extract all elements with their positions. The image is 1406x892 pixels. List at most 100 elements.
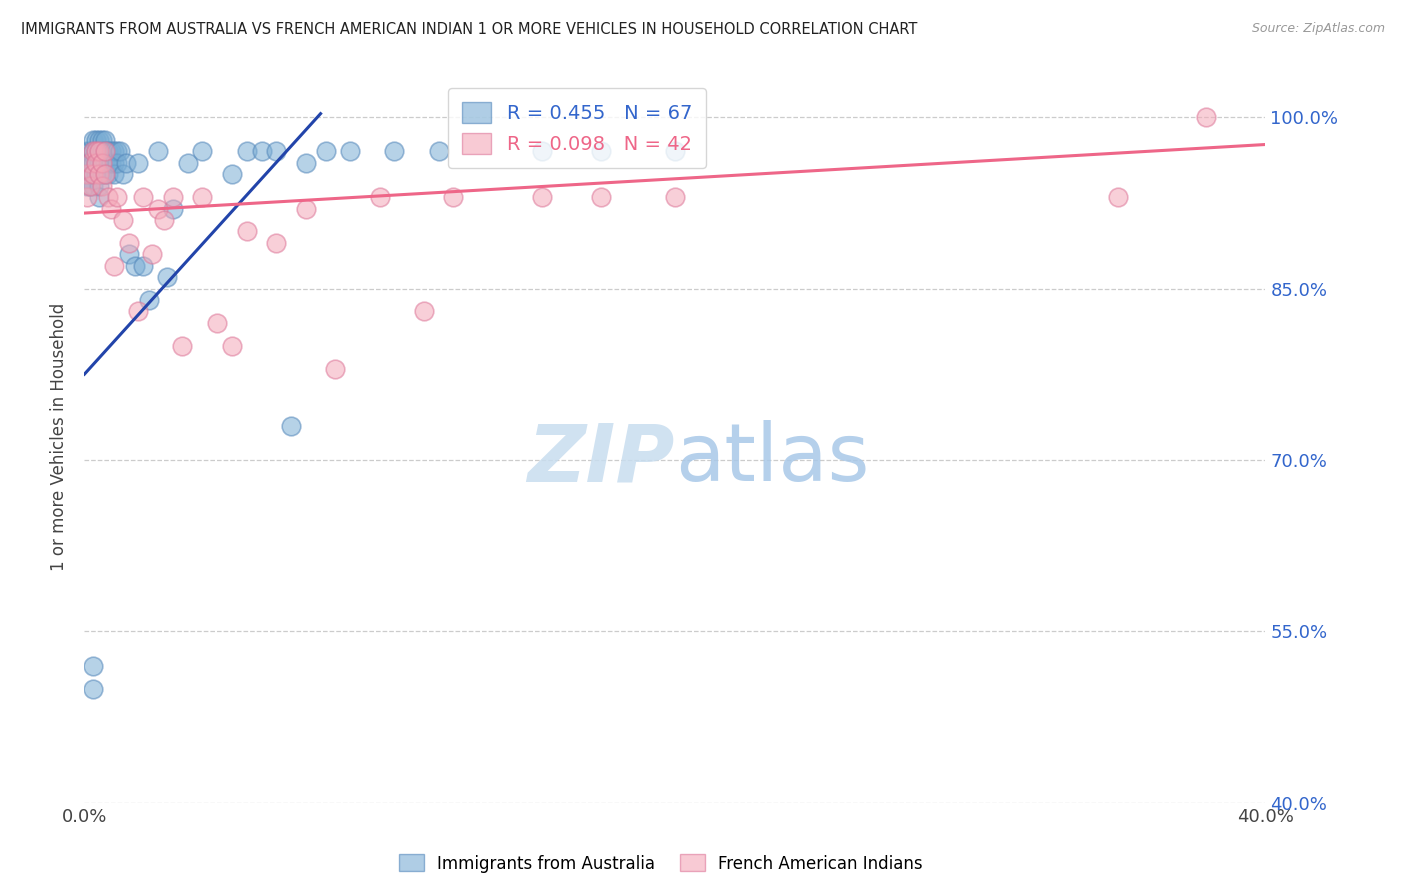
Point [82,156,104,170]
Point [79,178,101,193]
Point [84,145,107,159]
Point [89,167,111,181]
Point [97,156,120,170]
Point [323,361,347,376]
Point [94,145,117,159]
Point [94,156,117,170]
Point [105,156,128,170]
Point [236,224,259,238]
Point [132,259,155,273]
Point [118,235,141,250]
Point [382,145,406,159]
Point [91,178,114,193]
Point [91,133,114,147]
Point [1107,190,1129,204]
Point [94,167,117,181]
Point [591,145,613,159]
Y-axis label: 1 or more Vehicles in Household: 1 or more Vehicles in Household [51,303,69,571]
Point [89,167,111,181]
Text: ZIP: ZIP [527,420,675,498]
Point [91,145,114,159]
Point [76,190,98,204]
Point [138,293,160,307]
Point [191,190,214,204]
Point [76,156,98,170]
Point [89,133,111,147]
Point [89,190,111,204]
Legend: R = 0.455   N = 67, R = 0.098   N = 42: R = 0.455 N = 67, R = 0.098 N = 42 [449,88,706,168]
Point [82,658,104,673]
Point [441,190,464,204]
Point [148,145,170,159]
Point [76,145,98,159]
Point [82,178,104,193]
Point [111,213,134,227]
Point [236,145,259,159]
Point [1195,110,1218,124]
Point [153,213,176,227]
Point [100,156,122,170]
Point [84,167,107,181]
Point [339,145,361,159]
Point [89,145,111,159]
Point [156,270,179,285]
Point [97,167,120,181]
Point [79,178,101,193]
Point [105,190,128,204]
Point [84,145,107,159]
Point [84,156,107,170]
Point [132,190,155,204]
Point [118,247,141,261]
Point [170,338,193,352]
Point [295,202,318,216]
Point [82,145,104,159]
Point [82,145,104,159]
Point [162,202,184,216]
Point [82,133,104,147]
Point [368,190,391,204]
Point [127,156,149,170]
Point [79,156,101,170]
Point [205,316,228,330]
Point [280,418,302,433]
Point [91,167,114,181]
Point [264,145,288,159]
Point [114,156,136,170]
Point [82,167,104,181]
Point [427,145,450,159]
Point [103,259,125,273]
Point [76,167,98,181]
Point [111,167,134,181]
Point [148,202,170,216]
Point [82,681,104,696]
Point [162,190,184,204]
Point [79,167,101,181]
Point [315,145,337,159]
Point [103,145,125,159]
Point [250,145,273,159]
Point [94,167,117,181]
Point [177,156,200,170]
Point [221,167,243,181]
Point [84,133,107,147]
Point [413,304,436,318]
Point [84,156,107,170]
Point [94,145,117,159]
Point [100,202,122,216]
Point [76,167,98,181]
Point [76,178,98,193]
Point [221,338,243,352]
Point [664,190,686,204]
Point [79,145,101,159]
Point [191,145,214,159]
Point [105,145,128,159]
Point [108,145,131,159]
Point [97,145,120,159]
Text: atlas: atlas [675,420,869,498]
Point [103,167,125,181]
Text: Source: ZipAtlas.com: Source: ZipAtlas.com [1251,22,1385,36]
Point [141,247,163,261]
Point [664,145,686,159]
Point [89,145,111,159]
Point [295,156,318,170]
